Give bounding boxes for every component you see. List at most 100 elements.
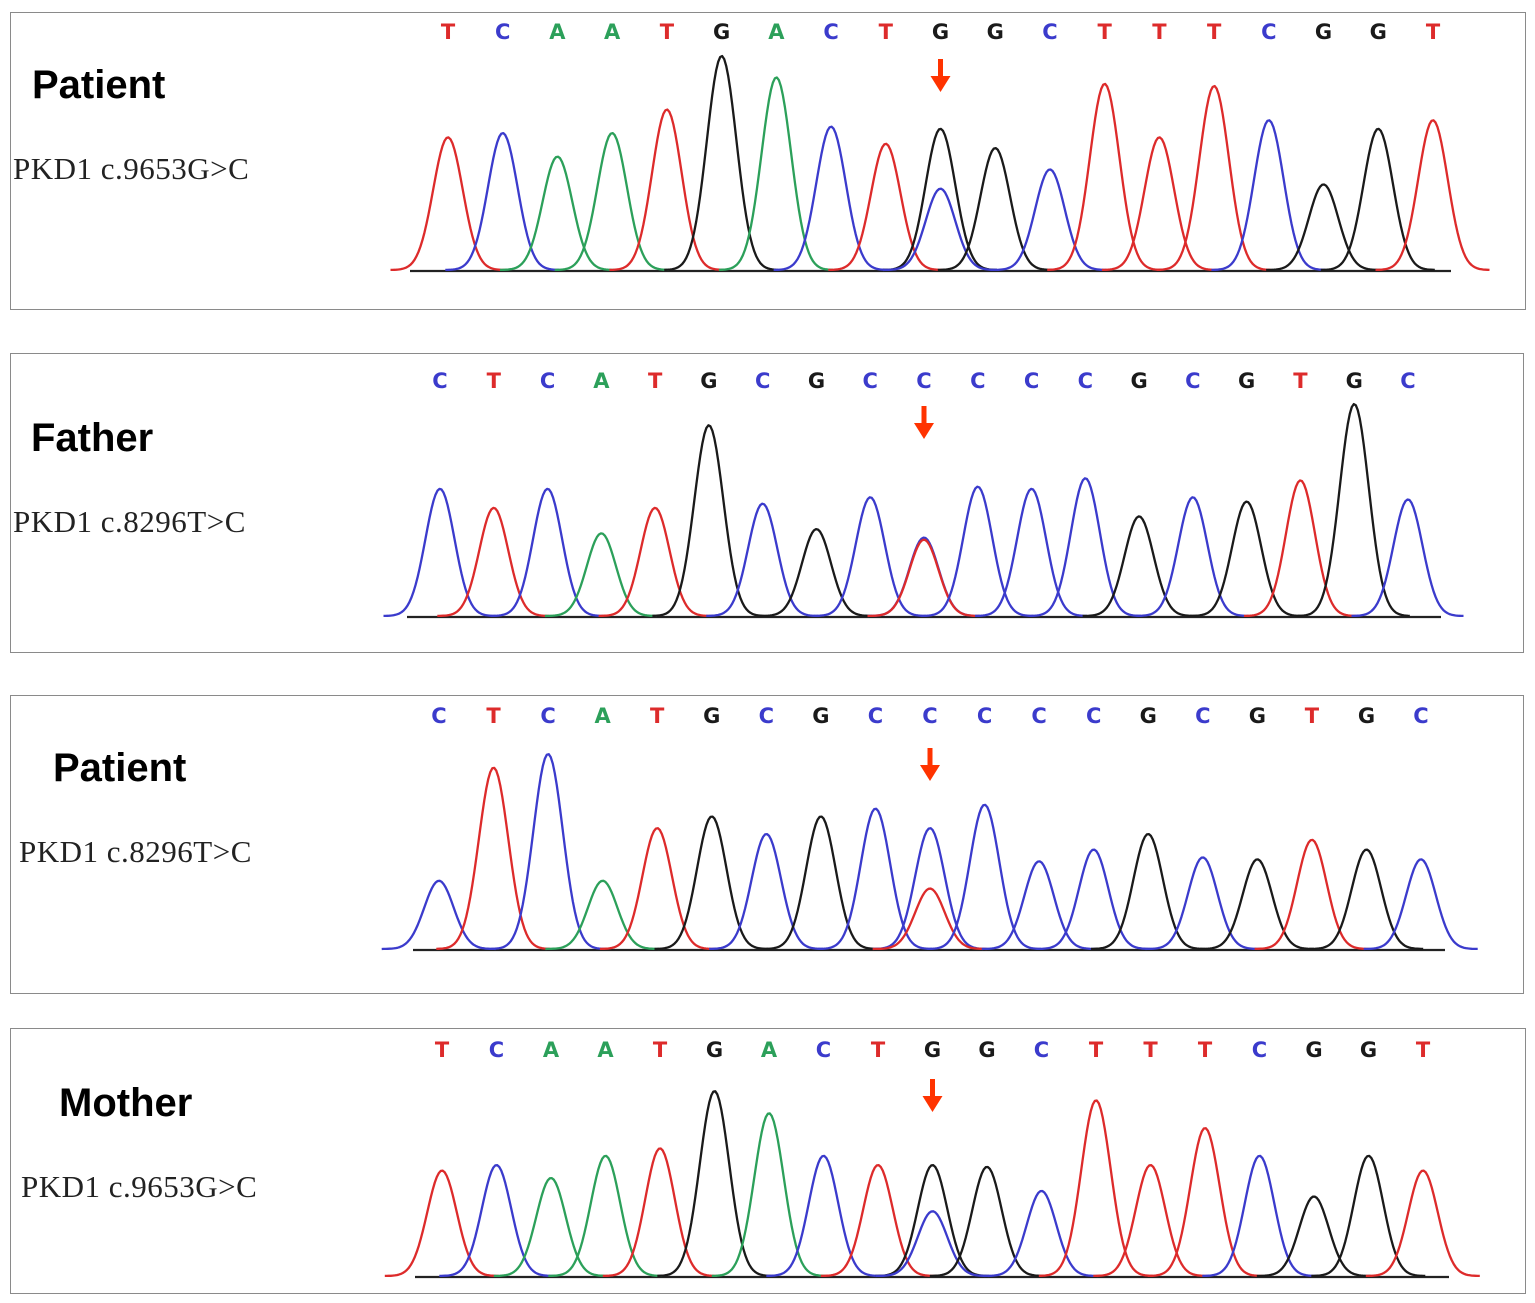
base-call: A (761, 1038, 778, 1062)
peak (1093, 1164, 1208, 1278)
base-call: C (1413, 704, 1428, 728)
base-call: T (653, 1038, 668, 1062)
base-call: A (604, 20, 621, 44)
peak (652, 424, 765, 618)
base-call: T (1305, 704, 1320, 728)
base-call: C (1031, 704, 1046, 728)
peak (1266, 183, 1381, 272)
peak (872, 827, 987, 951)
peak (1101, 136, 1216, 272)
secondary-peak (882, 187, 997, 272)
base-call: C (1195, 704, 1210, 728)
base-call: C (1034, 1038, 1049, 1062)
peak (1136, 496, 1249, 618)
peak (490, 753, 605, 951)
peak (984, 1189, 1099, 1278)
peak (929, 1165, 1044, 1278)
mutation-arrow-icon (920, 748, 940, 781)
base-call: T (650, 704, 665, 728)
base-call: C (755, 369, 770, 393)
peak (1028, 477, 1141, 618)
base-call: G (978, 1038, 995, 1062)
base-call: T (1293, 369, 1308, 393)
mutation-arrow-icon (914, 406, 934, 439)
base-call: T (660, 20, 675, 44)
base-call: G (808, 369, 825, 393)
peak (875, 1164, 990, 1278)
peak (1036, 848, 1151, 951)
base-call: T (1426, 20, 1441, 44)
base-call: G (1249, 704, 1266, 728)
peak (1297, 402, 1410, 618)
peak (493, 1176, 608, 1278)
peak (602, 1147, 717, 1278)
peak (1082, 515, 1195, 618)
panel-mother-9653: Mother PKD1 c.9653G>C T C A A T G A C T G G C T T T C G G… (10, 1028, 1526, 1294)
peak (1211, 119, 1326, 272)
peak (981, 860, 1096, 951)
peak (820, 1164, 935, 1278)
peak (439, 1164, 554, 1278)
base-call: A (593, 369, 610, 393)
variant-label: PKD1 c.8296T>C (19, 834, 252, 869)
base-call: T (1098, 20, 1113, 44)
base-call: G (1140, 704, 1157, 728)
base-call: C (1185, 369, 1200, 393)
peak (1047, 82, 1162, 272)
peak (545, 879, 660, 951)
peak (599, 827, 714, 951)
peak (818, 807, 933, 951)
base-call: A (768, 20, 785, 44)
base-call: C (540, 704, 555, 728)
base-call: A (549, 20, 566, 44)
base-call: T (1416, 1038, 1431, 1062)
base-call: C (540, 369, 555, 393)
peak (937, 146, 1052, 272)
peak (1311, 1154, 1426, 1278)
base-call: T (1207, 20, 1222, 44)
base-call: G (1130, 369, 1147, 393)
panel-label: Patient (32, 63, 166, 107)
base-call: G (924, 1038, 941, 1062)
base-call: G (987, 20, 1004, 44)
base-call: C (1252, 1038, 1267, 1062)
peak (1090, 832, 1205, 951)
variant-label: PKD1 c.8296T>C (13, 504, 246, 539)
peak (383, 487, 496, 618)
base-call: G (1370, 20, 1387, 44)
peak (491, 487, 604, 618)
peak (1145, 856, 1260, 951)
base-call: C (1042, 20, 1057, 44)
base-call: T (871, 1038, 886, 1062)
peak (1320, 127, 1435, 272)
base-call: C (970, 369, 985, 393)
peak (384, 1169, 499, 1278)
peak (992, 168, 1107, 272)
peak (554, 131, 669, 272)
peak (437, 506, 550, 618)
base-call: C (1078, 369, 1093, 393)
base-call: C (816, 1038, 831, 1062)
base-call: G (1305, 1038, 1322, 1062)
base-call: C (1261, 20, 1276, 44)
variant-label: PKD1 c.9653G>C (13, 151, 250, 186)
base-call: C (1400, 369, 1415, 393)
peak (711, 1112, 826, 1278)
base-call: T (1198, 1038, 1213, 1062)
base-call: C (1086, 704, 1101, 728)
peak (1254, 838, 1369, 951)
base-call: T (648, 369, 663, 393)
base-call: T (879, 20, 894, 44)
peak (1256, 1195, 1371, 1278)
peak (1309, 848, 1424, 951)
peak (1375, 119, 1490, 272)
base-call: G (1360, 1038, 1377, 1062)
base-call: A (595, 704, 612, 728)
panel-label: Mother (59, 1081, 193, 1125)
peak (828, 142, 943, 272)
base-call: C (495, 20, 510, 44)
base-call: G (1358, 704, 1375, 728)
